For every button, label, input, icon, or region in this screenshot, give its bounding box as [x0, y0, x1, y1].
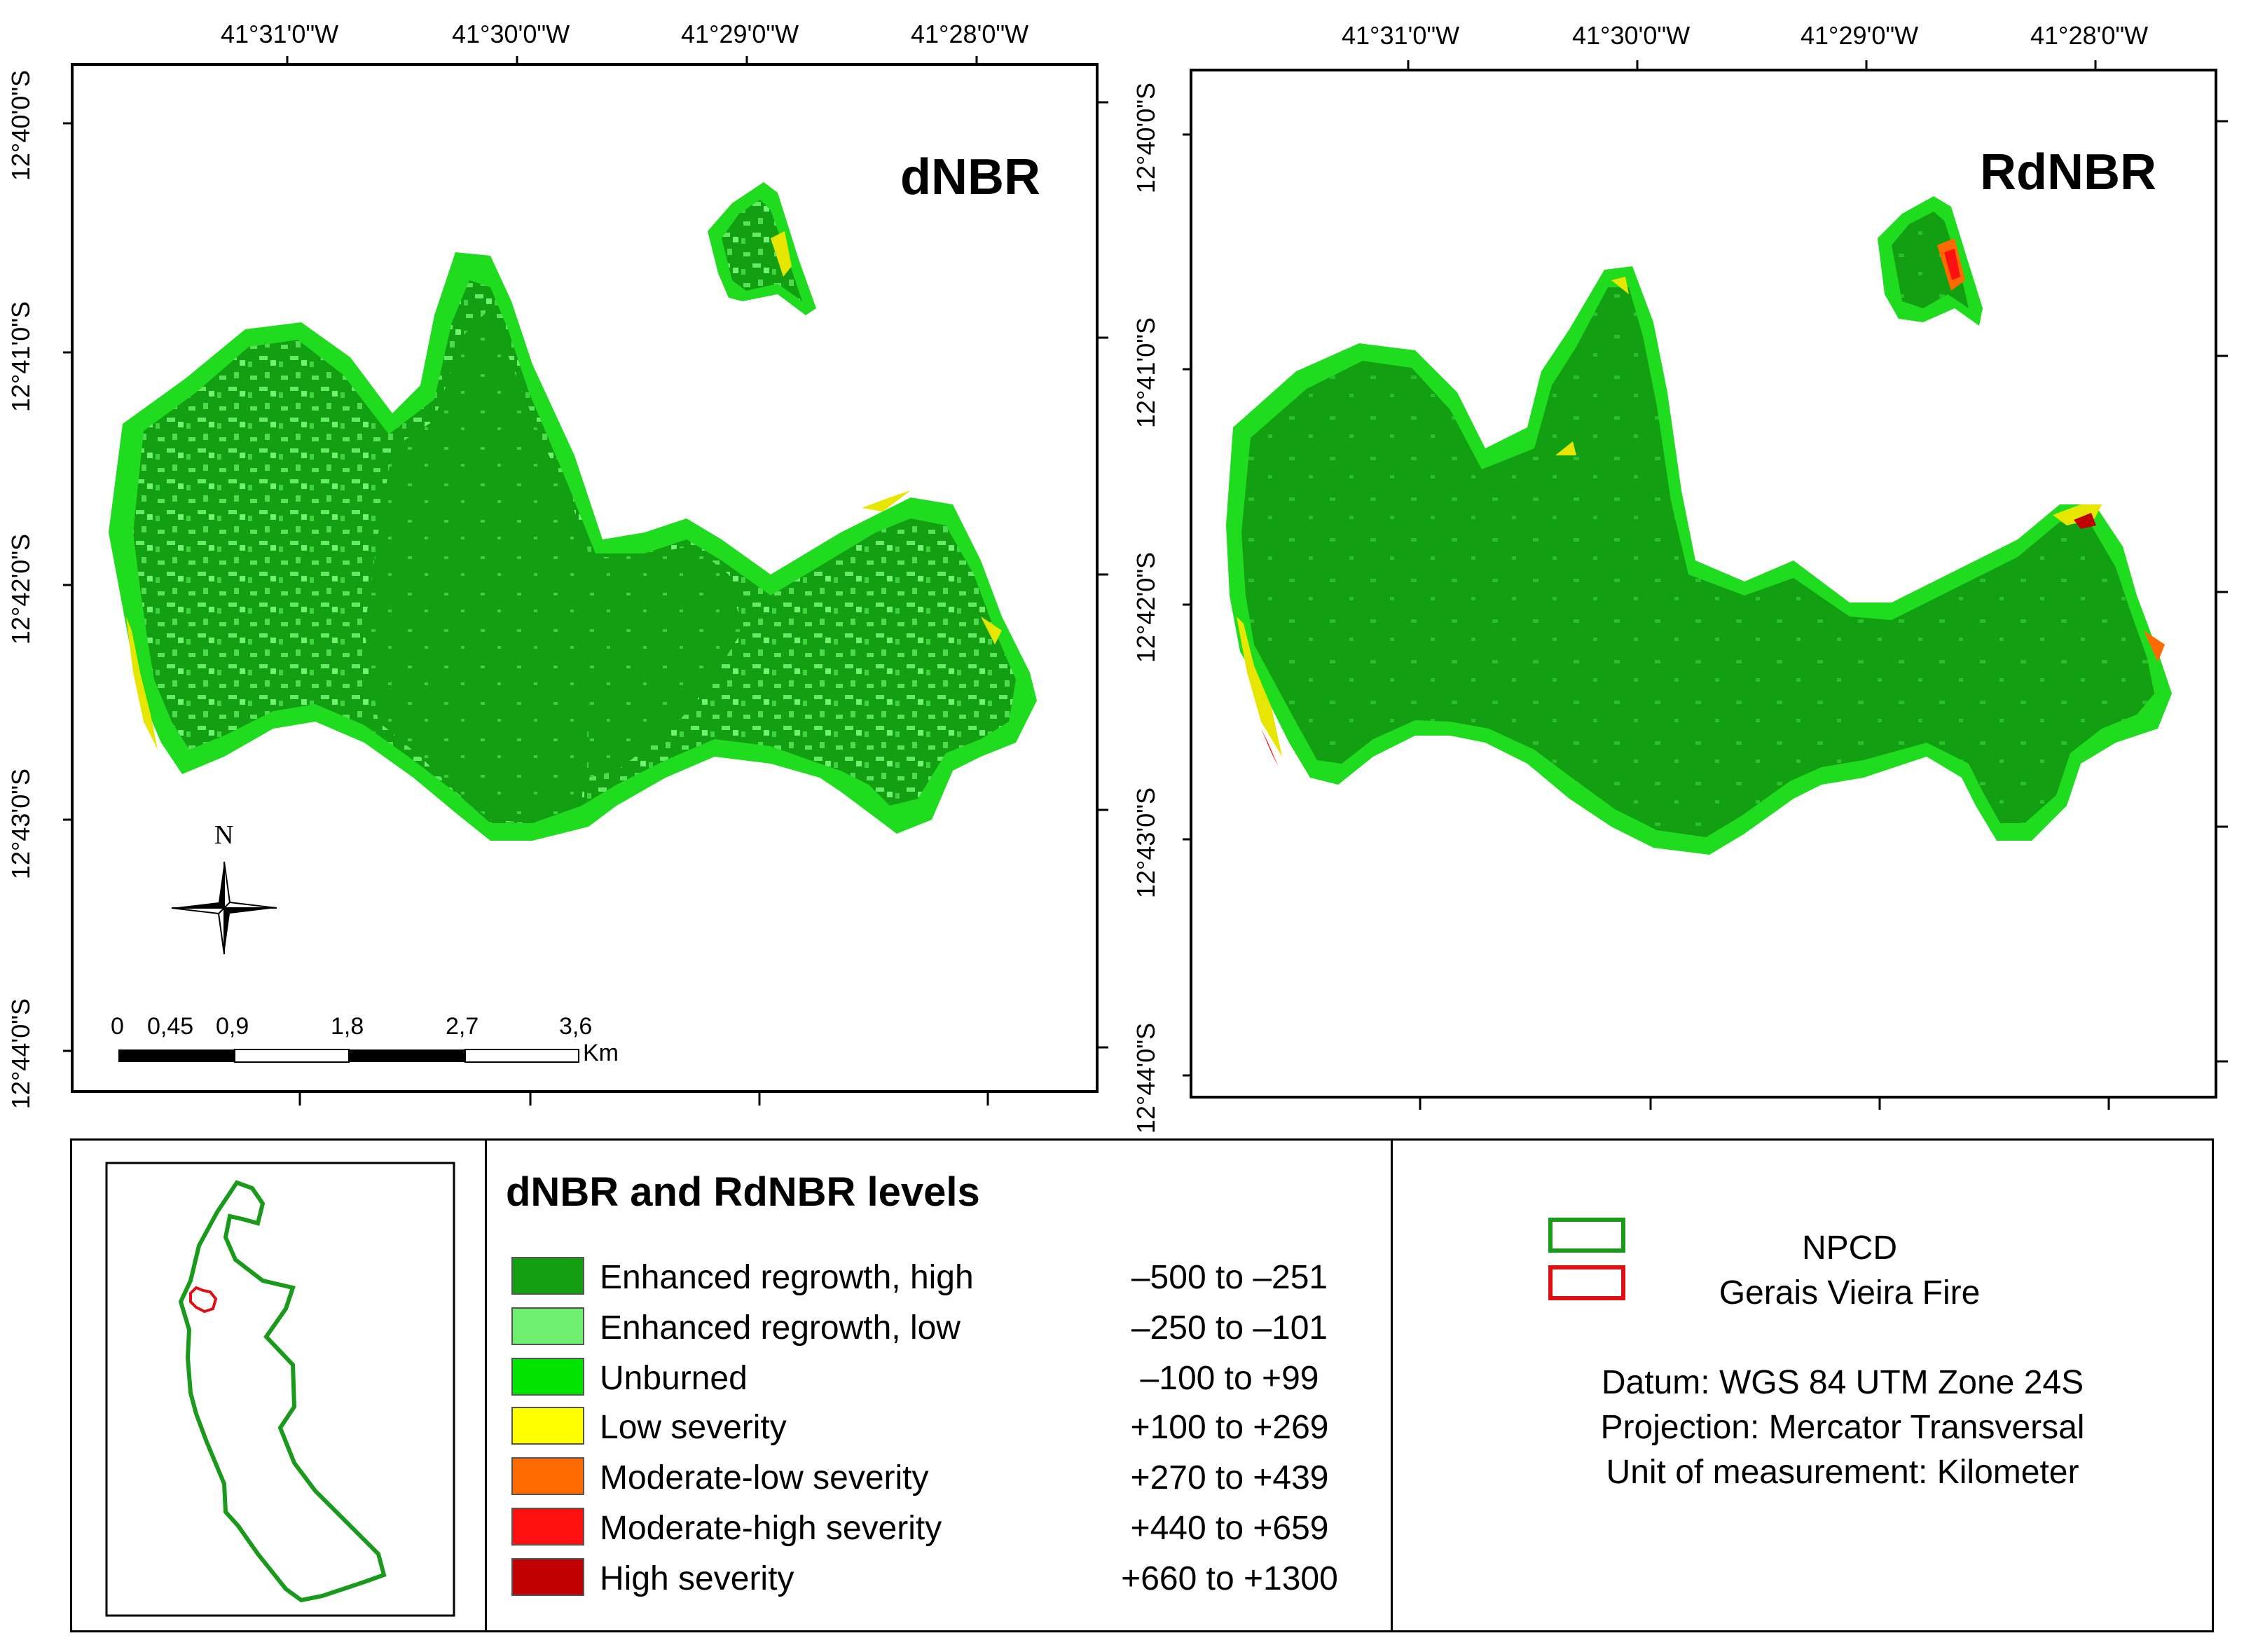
north-arrow-label: N — [214, 820, 234, 850]
burned-area-core — [364, 308, 596, 823]
legend-range: +270 to +439 — [1130, 1459, 1329, 1496]
legend-range: +440 to +659 — [1130, 1510, 1329, 1547]
lat-tick-label: 12°40'0"S — [6, 69, 35, 181]
legend-divider — [485, 1138, 487, 1632]
legend-row: Moderate-high severity +440 to +659 — [511, 1508, 1352, 1547]
legend-row: High severity +660 to +1300 — [511, 1558, 1352, 1597]
locator-inset-map — [105, 1162, 455, 1617]
legend-row: Enhanced regrowth, low –250 to –101 — [511, 1307, 1352, 1347]
unit-text: Unit of measurement: Kilometer — [1606, 1454, 2079, 1491]
scale-tick-label: 0,9 — [216, 1013, 249, 1040]
scale-tick-label: 0 — [111, 1013, 124, 1040]
legend-title: dNBR and RdNBR levels — [506, 1169, 980, 1215]
lat-tick-label: 12°43'0"S — [1131, 787, 1160, 899]
legend-swatch — [511, 1307, 584, 1345]
map-panel-dnbr — [63, 56, 1108, 1106]
legend-swatch — [511, 1407, 584, 1445]
lat-tick-label: 12°41'0"S — [6, 301, 35, 413]
legend-row: Low severity +100 to +269 — [511, 1407, 1352, 1446]
legend-label: Enhanced regrowth, high — [600, 1259, 974, 1296]
legend-label: Enhanced regrowth, low — [600, 1309, 961, 1347]
datum-text: Datum: WGS 84 UTM Zone 24S — [1601, 1364, 2084, 1401]
legend-label: Low severity — [600, 1409, 787, 1446]
lat-tick-label: 12°42'0"S — [1131, 551, 1160, 663]
legend-range: +100 to +269 — [1130, 1409, 1329, 1446]
lon-tick-label: 41°30'0"W — [1572, 21, 1691, 50]
lon-tick-label: 41°29'0"W — [1801, 21, 1919, 50]
legend-range: –500 to –251 — [1131, 1259, 1328, 1296]
lon-tick-label: 41°28'0"W — [911, 20, 1029, 48]
lon-tick-label: 41°28'0"W — [2030, 21, 2149, 50]
legend-row: Unburned –100 to +99 — [511, 1358, 1352, 1397]
lon-tick-label: 41°30'0"W — [452, 20, 570, 48]
fire-boundary — [189, 1286, 218, 1314]
legend-swatch — [511, 1457, 584, 1495]
projection-text: Projection: Mercator Transversal — [1600, 1409, 2085, 1446]
legend-range: +660 to +1300 — [1121, 1560, 1338, 1597]
npcd-label: NPCD — [1801, 1230, 1897, 1267]
fire-label: Gerais Vieira Fire — [1719, 1274, 1981, 1312]
npcd-boundary — [178, 1180, 387, 1603]
npcd-swatch — [1548, 1218, 1625, 1253]
panel-title-rdnbr: RdNBR — [1980, 144, 2156, 200]
scale-bar — [118, 1049, 579, 1063]
scale-unit-label: Km — [583, 1040, 619, 1066]
scale-tick-label: 1,8 — [331, 1013, 364, 1040]
burned-area-rdnbr — [1241, 287, 2154, 837]
scale-tick-label: 0,45 — [147, 1013, 194, 1040]
lat-tick-label: 12°44'0"S — [1131, 1022, 1160, 1134]
legend-label: Unburned — [600, 1360, 748, 1397]
legend-divider — [1391, 1138, 1393, 1632]
scale-tick-label: 2,7 — [446, 1013, 479, 1040]
scale-tick-label: 3,6 — [559, 1013, 593, 1040]
legend-label: High severity — [600, 1560, 794, 1597]
legend-range: –250 to –101 — [1131, 1309, 1328, 1347]
map-panel-rdnbr — [1183, 60, 2228, 1110]
legend-row: Enhanced regrowth, high –500 to –251 — [511, 1257, 1352, 1296]
legend-label: Moderate-low severity — [600, 1459, 929, 1496]
lon-tick-label: 41°29'0"W — [681, 20, 799, 48]
legend-swatch — [511, 1257, 584, 1295]
fire-swatch — [1548, 1265, 1625, 1300]
lat-tick-label: 12°42'0"S — [6, 533, 35, 645]
legend-swatch — [511, 1558, 584, 1596]
panel-title-dnbr: dNBR — [900, 149, 1040, 205]
legend-swatch — [511, 1358, 584, 1396]
legend-swatch — [511, 1508, 584, 1546]
lat-tick-label: 12°41'0"S — [1131, 317, 1160, 429]
lat-tick-label: 12°44'0"S — [6, 998, 35, 1110]
legend-row: Moderate-low severity +270 to +439 — [511, 1457, 1352, 1496]
north-arrow-icon — [171, 861, 277, 955]
lat-tick-label: 12°43'0"S — [6, 768, 35, 880]
lon-tick-label: 41°31'0"W — [1342, 21, 1460, 50]
lat-tick-label: 12°40'0"S — [1131, 82, 1160, 194]
legend-range: –100 to +99 — [1140, 1360, 1319, 1397]
legend-label: Moderate-high severity — [600, 1510, 942, 1547]
lon-tick-label: 41°31'0"W — [221, 20, 339, 48]
